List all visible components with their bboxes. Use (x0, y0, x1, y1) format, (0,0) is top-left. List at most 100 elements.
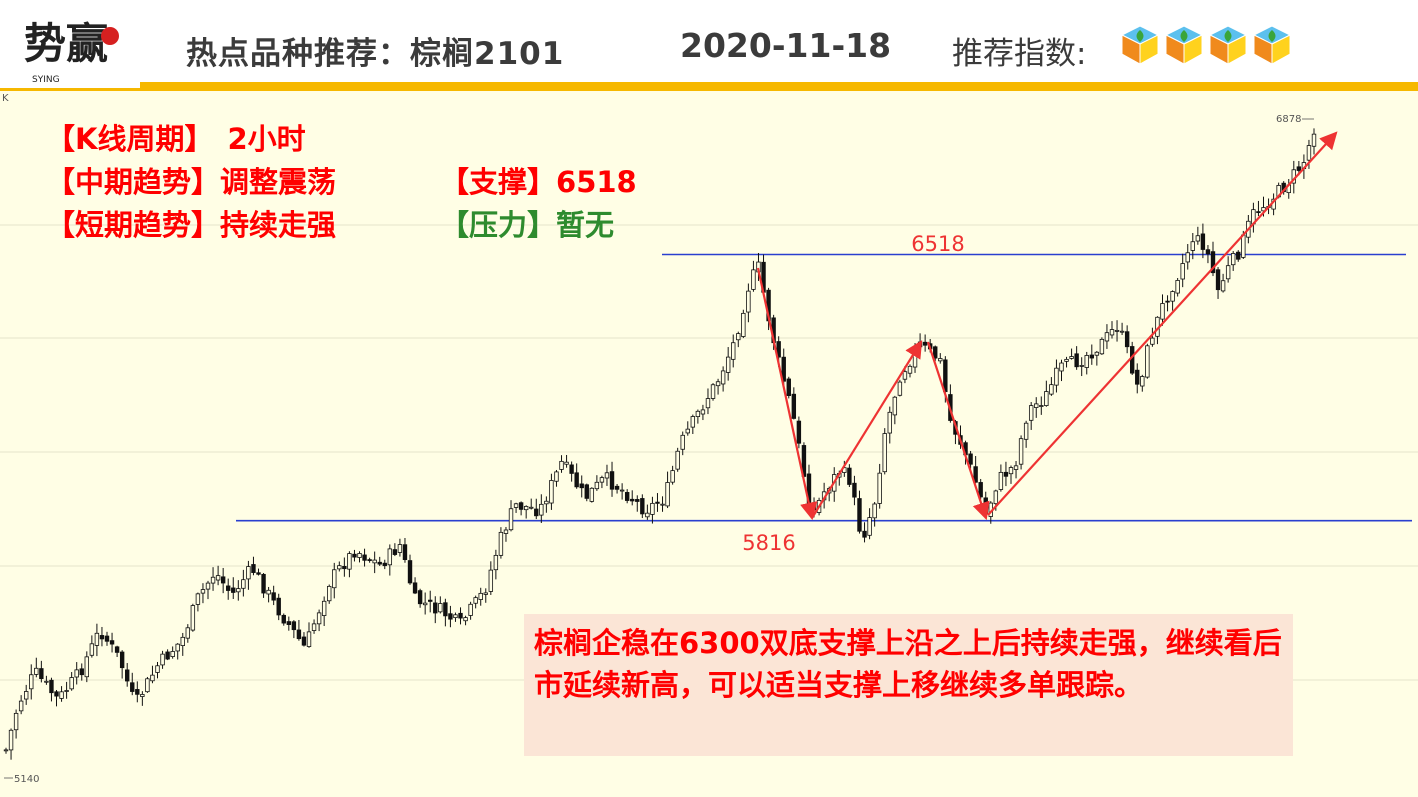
candle-body (1225, 265, 1231, 280)
candle-body (155, 665, 160, 673)
candle-body (94, 632, 100, 646)
candle-body (392, 549, 398, 555)
pressure-group: 【压力】暂无 (440, 204, 614, 247)
candle-body (215, 575, 221, 581)
candle-body (1084, 355, 1089, 368)
info-panel: 【K线周期】 2小时 【中期趋势】调整震荡 【支撑】6518 【短期趋势】持续走强… (46, 118, 637, 247)
header-divider (140, 82, 1418, 91)
page-title: 热点品种推荐：棕榈2101 (186, 36, 565, 72)
candle-body (74, 669, 79, 678)
candle-body (337, 565, 342, 570)
candle-body (715, 381, 721, 387)
candle-body (473, 597, 478, 604)
candle-body (1296, 166, 1302, 171)
pressure-value: 暂无 (556, 208, 615, 242)
candle-body (720, 370, 726, 385)
candle-body (226, 585, 231, 591)
candle-body (1220, 280, 1226, 292)
candle-body (680, 434, 685, 450)
candle-body (624, 492, 630, 501)
candle-body (145, 678, 150, 693)
candle-body (498, 531, 504, 556)
candle-body (1003, 471, 1009, 477)
candle-body (776, 341, 781, 358)
candle-body (1099, 338, 1105, 355)
candle-body (725, 356, 731, 373)
candle-body (640, 498, 645, 515)
candle-body (195, 593, 201, 605)
candle-body (321, 600, 327, 616)
candle-body (130, 682, 135, 692)
header-divider-left (0, 88, 140, 91)
candle-body (301, 636, 307, 646)
candle-body (1236, 251, 1241, 260)
candle-body (534, 508, 539, 517)
candle-body (877, 472, 882, 504)
kline-value: 2小时 (227, 122, 306, 156)
candle-body (64, 690, 69, 692)
candle-body (150, 674, 155, 682)
candle-body (281, 614, 286, 624)
candle-body (1175, 280, 1180, 294)
candle-body (1180, 263, 1185, 280)
mid-trend-value: 调整震荡 (220, 165, 337, 199)
candle-body (574, 472, 579, 488)
candle-body (635, 499, 640, 502)
candle-body (1165, 300, 1170, 303)
candle-body (1069, 356, 1074, 359)
candle-body (549, 480, 554, 504)
candle-body (1230, 253, 1236, 266)
candle-body (523, 506, 529, 511)
candle-body (24, 691, 29, 700)
candle-body (170, 651, 175, 657)
candle-body (665, 482, 670, 507)
candle-body (296, 629, 302, 640)
candle-body (13, 712, 19, 731)
candle-body (306, 631, 312, 647)
candle-body (1241, 234, 1246, 258)
candle-body (902, 371, 908, 380)
candle-body (670, 470, 675, 483)
candle-body (645, 512, 650, 518)
candle-body (160, 653, 165, 666)
candle-body (892, 396, 898, 416)
candle-body (357, 553, 362, 558)
candle-body (978, 482, 983, 498)
kline-label: 【K线周期】 (46, 122, 214, 156)
candle-body (29, 674, 34, 690)
candle-body (463, 617, 468, 622)
candle-body (751, 269, 756, 290)
candle-body (1124, 331, 1130, 348)
candle-body (1074, 353, 1079, 368)
candle-body (407, 560, 413, 584)
candle-body (660, 503, 665, 506)
candle-body (433, 602, 438, 614)
candle-body (200, 589, 206, 594)
candle-body (69, 677, 74, 690)
candle-body (933, 346, 938, 359)
candle-body (1018, 438, 1024, 465)
candle-body (488, 569, 494, 592)
candle-body (387, 548, 393, 566)
candle-body (1185, 252, 1190, 263)
candle-body (402, 544, 408, 561)
info-row-mid: 【中期趋势】调整震荡 【支撑】6518 (46, 161, 637, 204)
analysis-note: 棕榈企稳在6300双底支撑上沿之上后持续走强，继续看后市延续新高，可以适当支撑上… (524, 614, 1293, 756)
candle-body (508, 508, 514, 531)
header: 势赢 SYING 热点品种推荐：棕榈2101 2020-11-18 推荐指数: (0, 0, 1418, 85)
candle-body (695, 410, 701, 418)
candle-body (1160, 303, 1165, 320)
rating-cube-icon (1208, 25, 1248, 65)
candle-body (352, 553, 357, 558)
candle-body (210, 576, 216, 584)
mid-trend-label: 【中期趋势】 (46, 165, 221, 199)
candle-body (857, 498, 862, 532)
candle-body (700, 409, 706, 415)
candle-body (119, 651, 125, 669)
candle-body (1064, 358, 1069, 362)
candle-body (478, 592, 483, 600)
candle-body (998, 471, 1004, 490)
candle-body (382, 562, 387, 567)
candle-body (205, 582, 211, 590)
candle-body (185, 627, 191, 639)
